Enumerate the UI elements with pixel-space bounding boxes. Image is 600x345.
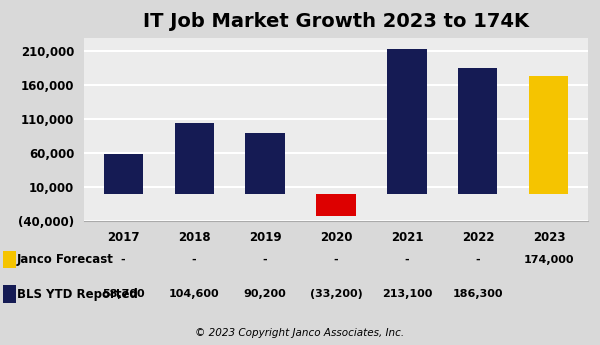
Text: -: - (121, 255, 125, 265)
Text: 174,000: 174,000 (524, 255, 574, 265)
Text: 186,300: 186,300 (453, 289, 503, 299)
Text: -: - (404, 255, 409, 265)
Bar (245, 132, 284, 194)
Bar (388, 49, 427, 194)
Bar (104, 154, 143, 194)
Bar (458, 68, 497, 194)
Text: -: - (476, 255, 480, 265)
Text: © 2023 Copyright Janco Associates, Inc.: © 2023 Copyright Janco Associates, Inc. (196, 328, 404, 338)
Text: (33,200): (33,200) (310, 289, 362, 299)
Text: -: - (334, 255, 338, 265)
Text: Janco Forecast: Janco Forecast (17, 253, 113, 266)
Bar (316, 194, 356, 216)
Title: IT Job Market Growth 2023 to 174K: IT Job Market Growth 2023 to 174K (143, 12, 529, 31)
Text: 90,200: 90,200 (244, 289, 286, 299)
Text: 213,100: 213,100 (382, 289, 432, 299)
Text: BLS YTD Reported: BLS YTD Reported (17, 288, 137, 301)
Text: 58,700: 58,700 (102, 289, 145, 299)
Text: -: - (263, 255, 268, 265)
Bar (529, 76, 568, 194)
Text: 104,600: 104,600 (169, 289, 220, 299)
Text: -: - (192, 255, 196, 265)
Bar (175, 123, 214, 194)
